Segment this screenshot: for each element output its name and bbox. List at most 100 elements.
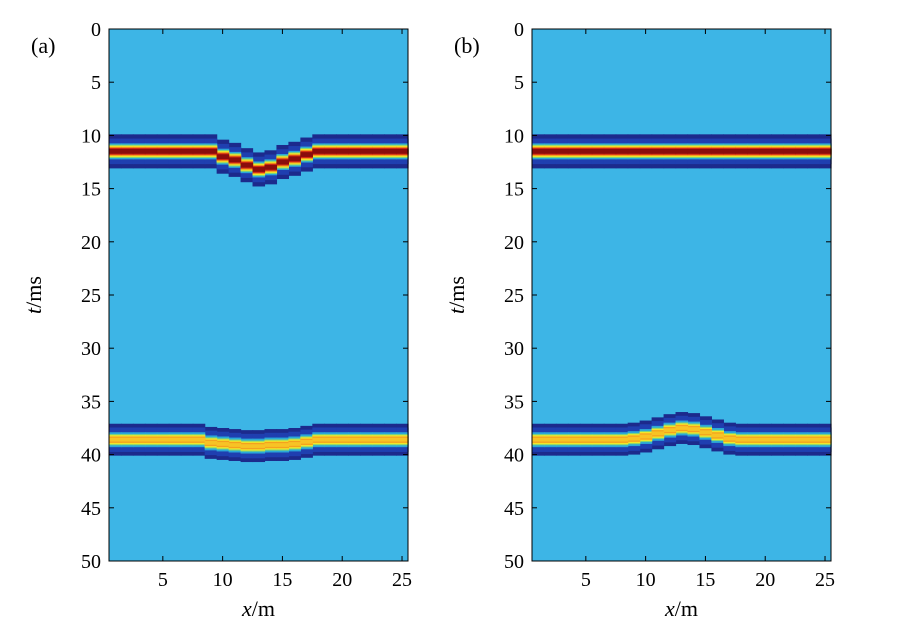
trace-cell	[288, 156, 301, 162]
trace-cell	[723, 436, 736, 441]
trace-cell	[276, 159, 289, 165]
trace-cell	[699, 430, 712, 435]
x-tick-label: 25	[392, 569, 412, 591]
trace-cell	[384, 148, 397, 154]
y-tick-label: 25	[504, 285, 524, 307]
trace-cell	[603, 148, 617, 154]
x-tick-label: 10	[213, 569, 233, 591]
trace-cell	[783, 148, 796, 154]
trace-cell	[240, 444, 254, 448]
trace-cell	[264, 443, 278, 447]
trace-cell	[687, 148, 701, 154]
trace-cell	[300, 439, 313, 444]
trace-cell	[120, 437, 134, 442]
trace-cell	[771, 148, 784, 154]
trace-cell	[675, 148, 689, 154]
trace-cell	[204, 441, 218, 445]
trace-cell	[216, 442, 230, 446]
trace-cell	[109, 148, 122, 154]
trace-cell	[372, 148, 385, 154]
trace-cell	[627, 436, 641, 441]
y-tick-label: 30	[504, 338, 524, 360]
trace-cell	[555, 148, 569, 154]
plot-background	[109, 29, 408, 561]
trace-cell	[396, 437, 409, 442]
y-tick-label: 0	[91, 19, 101, 41]
y-tick-label: 20	[504, 232, 524, 254]
y-tick-label: 15	[504, 179, 524, 201]
trace-cell	[747, 148, 760, 154]
y-tick-label: 10	[81, 125, 101, 147]
trace-cell	[132, 437, 146, 442]
trace-cell	[591, 437, 605, 442]
trace-cell	[396, 148, 409, 154]
trace-cell	[639, 148, 653, 154]
trace-cell	[109, 437, 122, 442]
x-tick-label: 5	[581, 569, 591, 591]
trace-cell	[336, 437, 349, 442]
x-axis-label: x/m	[664, 596, 698, 621]
trace-cell	[240, 162, 254, 168]
x-axis-label: x/m	[241, 596, 275, 621]
x-tick-label: 15	[695, 569, 715, 591]
plot-background	[532, 29, 831, 561]
trace-cell	[156, 437, 170, 442]
trace-cell	[663, 428, 677, 432]
trace-cell	[300, 152, 313, 157]
y-tick-label: 50	[504, 551, 524, 573]
trace-cell	[735, 148, 748, 154]
trace-cell	[699, 148, 712, 154]
trace-cell	[180, 437, 194, 442]
trace-cell	[639, 434, 653, 439]
trace-cell	[543, 148, 557, 154]
trace-cell	[795, 148, 808, 154]
trace-cell	[783, 437, 796, 442]
trace-cell	[360, 148, 373, 154]
trace-cell	[144, 437, 158, 442]
x-tick-label: 20	[332, 569, 352, 591]
y-axis-label: t/ms	[21, 276, 46, 314]
trace-cell	[543, 437, 557, 442]
trace-cell	[168, 437, 182, 442]
y-tick-label: 40	[504, 445, 524, 467]
trace-cell	[336, 148, 349, 154]
y-tick-label: 25	[81, 285, 101, 307]
trace-cell	[324, 437, 337, 442]
y-tick-label: 35	[81, 391, 101, 413]
trace-cell	[819, 437, 832, 442]
trace-cell	[144, 148, 158, 154]
trace-cell	[807, 437, 820, 442]
trace-cell	[819, 148, 832, 154]
trace-cell	[675, 426, 689, 430]
trace-cell	[216, 154, 230, 160]
y-tick-label: 5	[514, 72, 524, 94]
y-tick-label: 15	[81, 179, 101, 201]
trace-cell	[532, 437, 545, 442]
trace-cell	[735, 437, 748, 442]
event-strong	[109, 134, 409, 187]
trace-cell	[759, 437, 772, 442]
trace-cell	[795, 437, 808, 442]
trace-cell	[615, 148, 629, 154]
trace-cell	[192, 437, 206, 442]
trace-cell	[360, 437, 373, 442]
trace-cell	[723, 148, 736, 154]
trace-cell	[615, 437, 629, 442]
trace-cell	[687, 427, 701, 431]
trace-cell	[759, 148, 772, 154]
trace-cell	[579, 148, 593, 154]
y-tick-label: 40	[81, 445, 101, 467]
trace-cell	[180, 148, 194, 154]
trace-cell	[252, 444, 266, 448]
trace-cell	[771, 437, 784, 442]
trace-cell	[579, 437, 593, 442]
trace-cell	[567, 148, 581, 154]
x-tick-label: 25	[815, 569, 835, 591]
trace-cell	[591, 148, 605, 154]
trace-cell	[711, 148, 724, 154]
trace-cell	[312, 148, 325, 154]
y-tick-label: 30	[81, 338, 101, 360]
trace-cell	[228, 443, 242, 447]
x-tick-label: 15	[272, 569, 292, 591]
